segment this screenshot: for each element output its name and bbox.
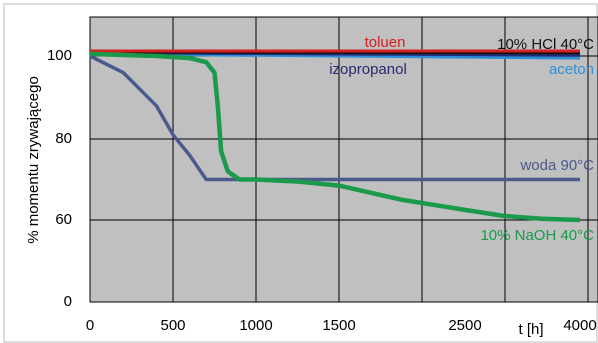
y-tick-label: 80 [55,130,72,147]
x-tick-label: 0 [86,317,94,334]
series-label: 10% HCl 40°C [497,36,594,53]
y-tick-label: 60 [55,211,72,228]
series-label: aceton [549,61,594,78]
series-line [89,54,580,182]
x-tick-label: 1000 [239,317,272,334]
series-label: izopropanol [329,61,407,78]
x-tick-label: 4000 [563,317,596,334]
x-tick-label: 1500 [322,317,355,334]
series-line [89,51,581,223]
series-label: 10% NaOH 40°C [480,227,594,244]
x-tick-label: 500 [160,317,185,334]
plot-area [89,16,598,303]
y-axis-label: % momentu zrywającego [25,76,42,244]
x-axis-label: t [h] [518,321,543,338]
y-tick-label: 100 [47,47,72,64]
series-label: toluen [365,34,406,51]
x-tick-label: 2500 [448,317,481,334]
y-tick-label: 0 [64,293,72,310]
series-label: woda 90°C [519,157,594,174]
